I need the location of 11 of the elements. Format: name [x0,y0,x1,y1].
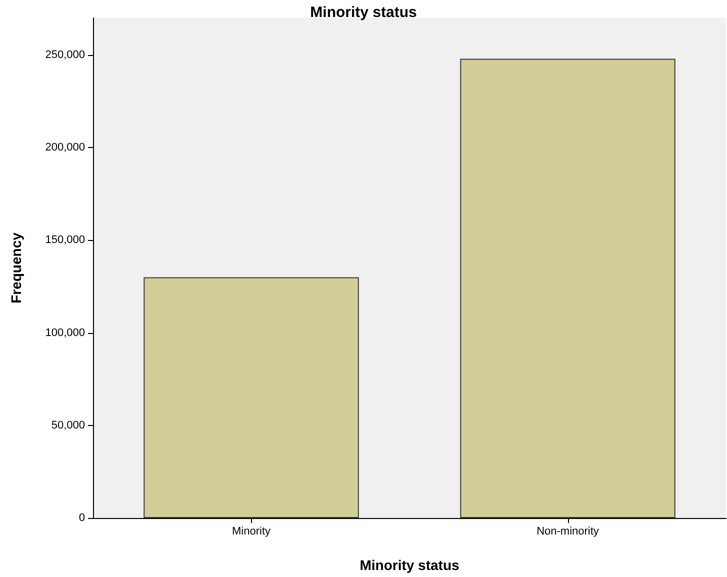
y-tick-label: 150,000 [45,234,85,246]
y-tick-label: 100,000 [45,326,85,339]
x-axis-title: Minority status [360,557,460,573]
y-tick-label: 50,000 [51,419,85,432]
x-tick-label: Minority [232,526,271,538]
chart-title: Minority status [310,4,417,21]
y-axis-title: Frequency [8,232,24,304]
y-tick-label: 200,000 [45,142,85,154]
y-tick-label: 0 [78,512,85,524]
y-tick-label: 250,000 [45,49,85,62]
x-tick-label: Non-minority [536,526,600,538]
